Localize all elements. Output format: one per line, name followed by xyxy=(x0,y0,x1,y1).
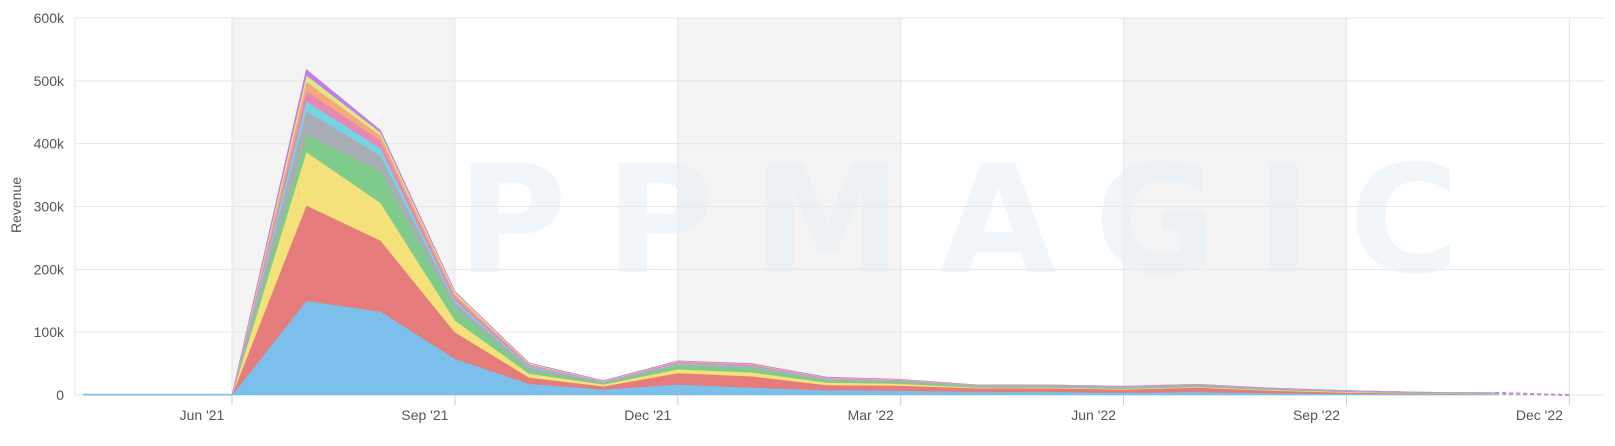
y-axis-ticks: 0 100k 200k 300k 400k 500k 600k xyxy=(34,10,65,403)
y-tick-label: 300k xyxy=(34,199,65,215)
x-tick-label: Jun '21 xyxy=(180,407,225,423)
y-tick-label: 0 xyxy=(56,387,64,403)
series-projection-10 xyxy=(1495,392,1570,396)
x-tick-label: Sep '21 xyxy=(401,407,448,423)
x-tick-label: Mar '22 xyxy=(848,407,894,423)
x-tick-label: Sep '22 xyxy=(1293,407,1340,423)
y-tick-label: 200k xyxy=(34,261,65,277)
y-tick-label: 100k xyxy=(34,324,65,340)
y-axis-title: Revenue xyxy=(8,177,24,233)
x-tick-label: Jun '22 xyxy=(1071,407,1116,423)
series-areas[interactable] xyxy=(83,69,1570,396)
x-tick-label: Dec '22 xyxy=(1516,407,1563,423)
y-tick-label: 500k xyxy=(34,73,65,89)
x-axis-ticks: Jun '21 Sep '21 Dec '21 Mar '22 Jun '22 Sep '… xyxy=(180,395,1570,423)
y-tick-label: 400k xyxy=(34,136,65,152)
y-tick-label: 600k xyxy=(34,10,65,26)
watermark: APPMAGIC xyxy=(303,134,1497,308)
x-tick-label: Dec '21 xyxy=(624,407,671,423)
